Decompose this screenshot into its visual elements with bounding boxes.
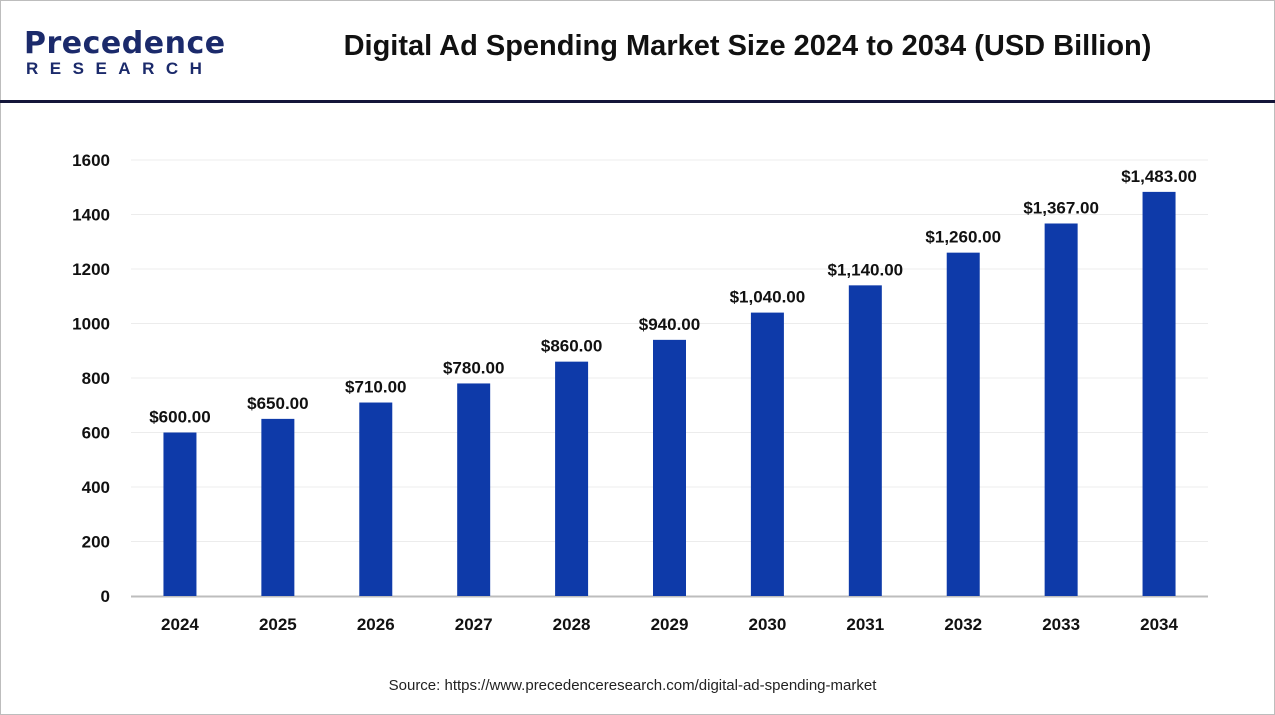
source-text: Source: https://www.precedenceresearch.c… — [388, 677, 877, 694]
data-label: $1,140.00 — [827, 260, 903, 279]
y-tick-label: 400 — [82, 478, 110, 497]
x-tick-label: 2024 — [161, 615, 199, 634]
bar — [1044, 223, 1078, 596]
data-label: $1,260.00 — [925, 228, 1001, 247]
x-tick-label: 2034 — [1140, 615, 1178, 634]
x-tick-label: 2031 — [846, 615, 884, 634]
y-tick-label: 1600 — [72, 151, 110, 170]
logo-text: Precedence — [24, 26, 226, 61]
y-tick-label: 1200 — [72, 260, 110, 279]
chart-title: Digital Ad Spending Market Size 2024 to … — [343, 30, 1152, 62]
bar — [457, 383, 491, 596]
x-tick-label: 2026 — [357, 615, 395, 634]
bar — [848, 285, 882, 596]
bar — [946, 252, 980, 596]
data-label: $860.00 — [541, 337, 602, 356]
x-tick-label: 2032 — [944, 615, 982, 634]
data-label: $940.00 — [639, 315, 700, 334]
y-tick-label: 600 — [82, 424, 110, 443]
bar — [1142, 191, 1176, 596]
y-tick-label: 800 — [82, 369, 110, 388]
data-label: $780.00 — [443, 358, 504, 377]
x-tick-label: 2030 — [748, 615, 786, 634]
y-tick-label: 1400 — [72, 206, 110, 225]
x-tick-label: 2028 — [553, 615, 591, 634]
logo-subtext: RESEARCH — [26, 59, 214, 78]
bar — [359, 402, 393, 596]
bar — [653, 339, 686, 596]
bar — [750, 312, 784, 596]
y-tick-label: 200 — [82, 533, 110, 552]
y-tick-label: 1000 — [72, 315, 110, 334]
x-tick-label: 2027 — [455, 615, 493, 634]
bar — [163, 432, 197, 596]
data-label: $1,367.00 — [1023, 198, 1099, 217]
bar — [555, 361, 589, 596]
precedence-research-logo: Precedence RESEARCH — [20, 26, 225, 78]
data-label: $1,040.00 — [730, 288, 806, 307]
data-label: $650.00 — [247, 394, 308, 413]
data-label: $1,483.00 — [1121, 167, 1197, 186]
x-tick-label: 2025 — [259, 615, 297, 634]
x-tick-label: 2033 — [1042, 615, 1080, 634]
data-label: $710.00 — [345, 378, 406, 397]
y-tick-label: 0 — [101, 587, 110, 606]
bar — [261, 418, 295, 596]
header-divider — [0, 100, 1275, 103]
x-tick-label: 2029 — [651, 615, 689, 634]
data-label: $600.00 — [149, 408, 210, 427]
